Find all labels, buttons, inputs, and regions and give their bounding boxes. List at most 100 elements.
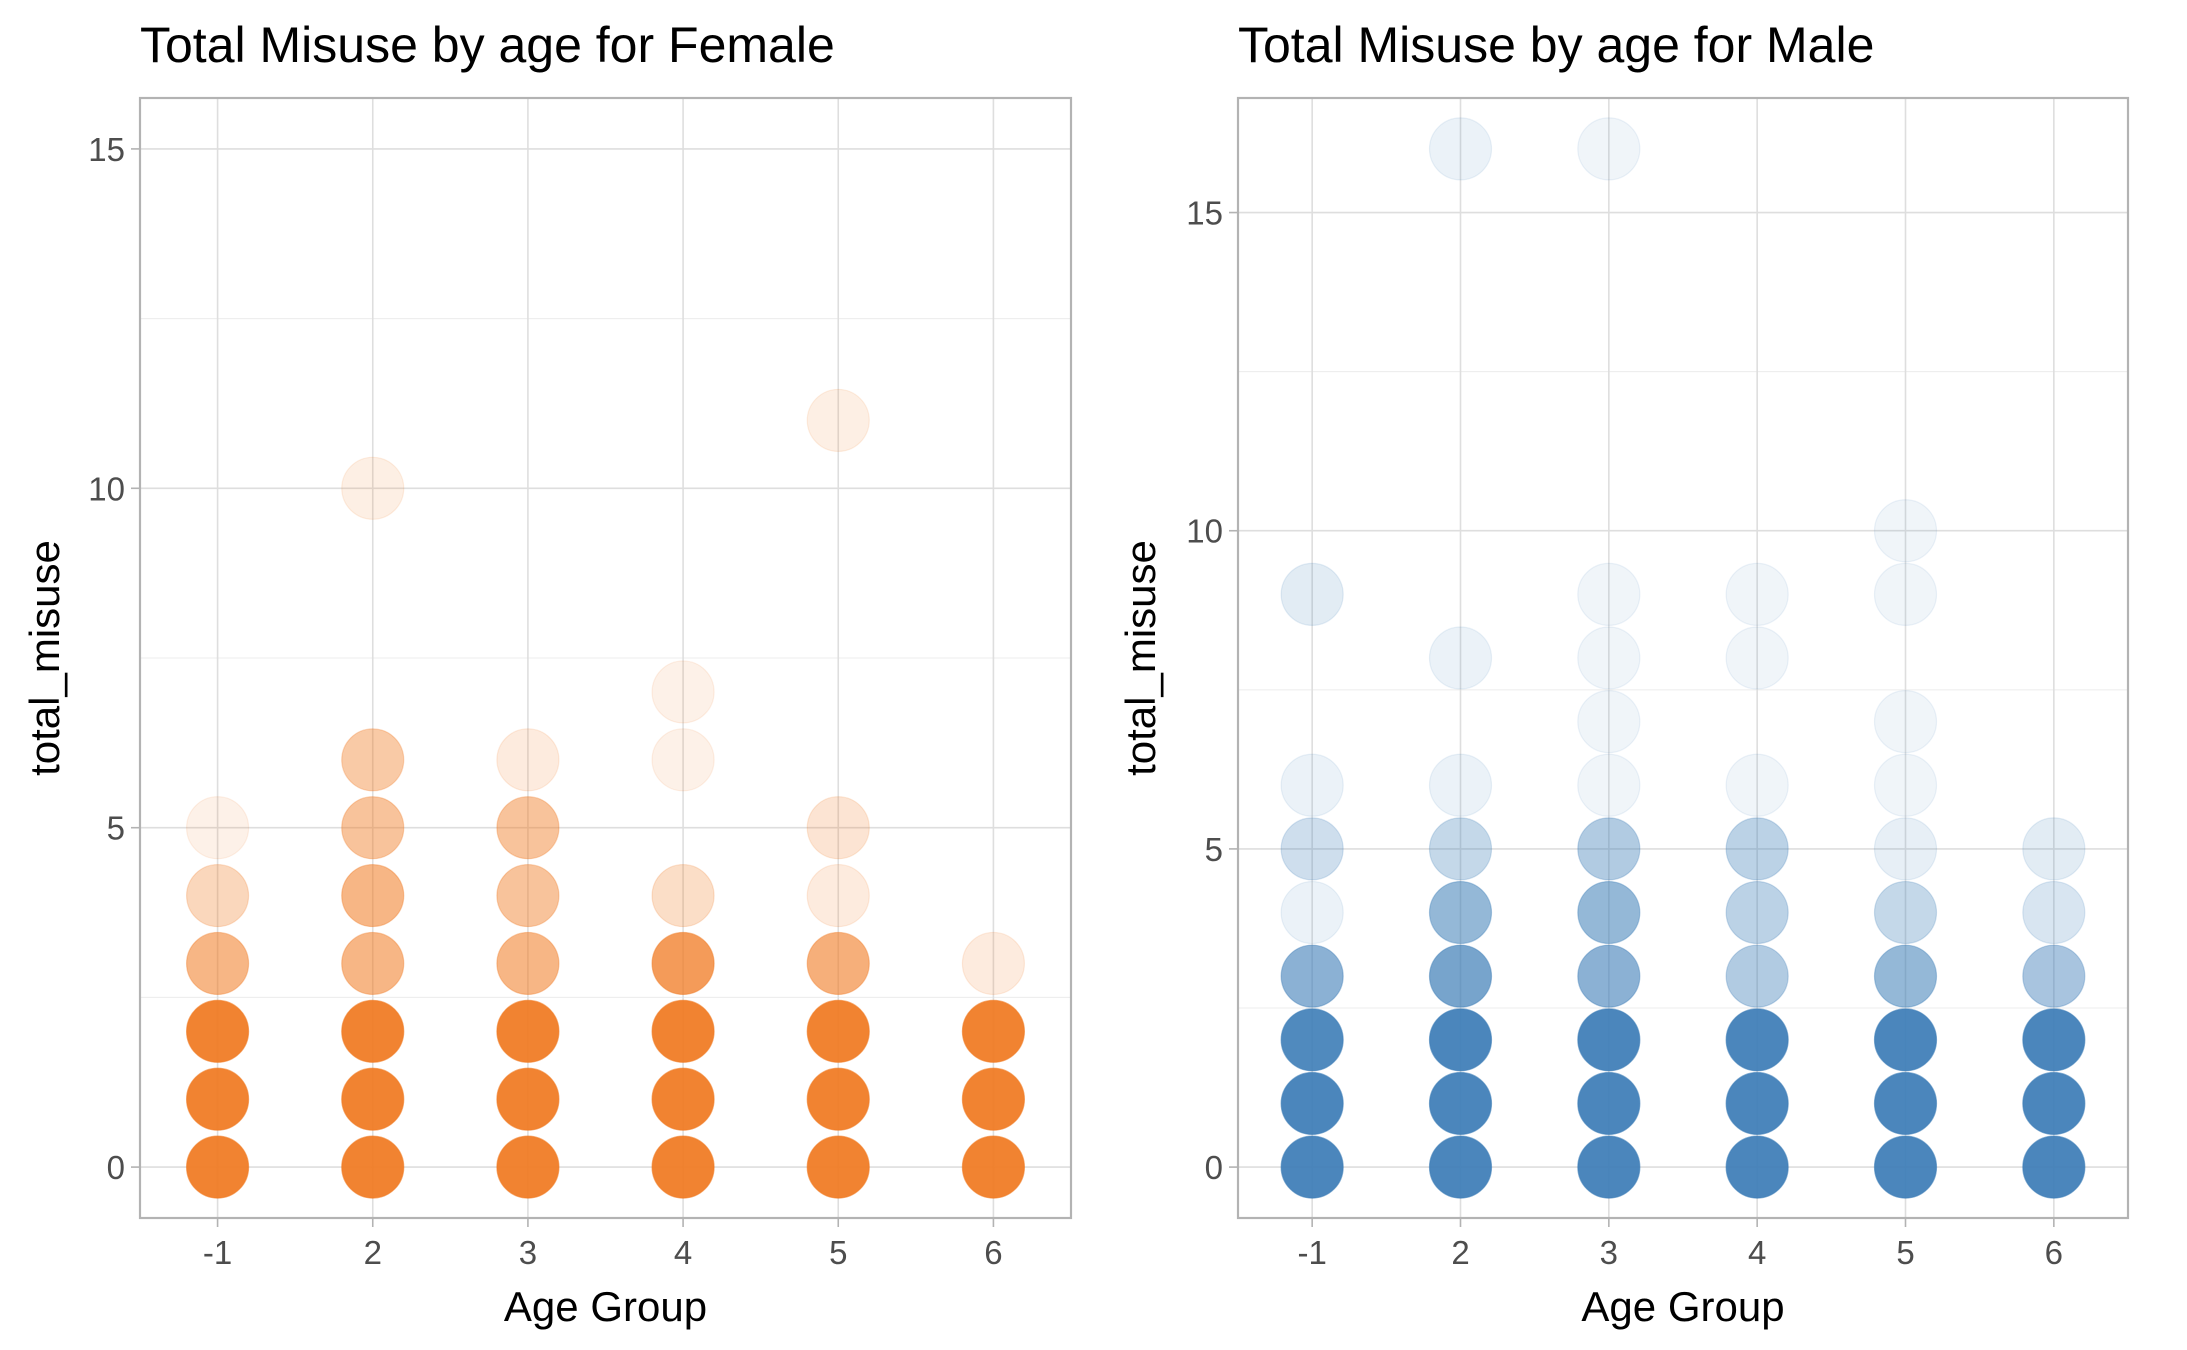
female-data-point <box>961 1067 1026 1131</box>
male-data-point <box>1725 1135 1789 1199</box>
female-data-point <box>651 660 715 724</box>
male-data-point <box>1577 1135 1641 1199</box>
male-data-point <box>1280 1135 1344 1199</box>
x-tick-label: 2 <box>1451 1234 1469 1271</box>
female-data-point <box>496 931 560 996</box>
y-tick-label: 10 <box>1186 513 1223 550</box>
y-tick-label: 5 <box>1205 831 1223 868</box>
male-data-point <box>1428 626 1493 690</box>
x-tick-label: -1 <box>203 1234 232 1271</box>
male-points <box>1280 117 2086 1199</box>
female-data-point <box>496 1135 560 1199</box>
male-data-point <box>1577 817 1641 881</box>
y-tick-label: 10 <box>88 470 125 507</box>
female-data-point <box>651 999 715 1063</box>
y-tick-label: 0 <box>107 1149 125 1186</box>
male-data-point <box>1873 1008 1938 1072</box>
female-data-point <box>341 1135 405 1199</box>
female-data-point <box>185 1067 250 1131</box>
male-gridlines <box>1238 98 2128 1218</box>
male-data-point <box>2022 944 2086 1008</box>
female-data-point <box>185 863 250 928</box>
male-data-point <box>1725 626 1789 690</box>
female-data-point <box>806 388 870 453</box>
male-data-point <box>1280 1008 1344 1072</box>
male-panel: Total Misuse by age for Male 0 5 10 15 -1 2 3 4… <box>1117 17 2130 1330</box>
female-data-point <box>496 999 560 1063</box>
female-data-point <box>341 999 405 1063</box>
male-data-point <box>2022 1008 2086 1072</box>
female-gridlines <box>140 98 1071 1218</box>
female-data-point <box>806 796 870 860</box>
male-data-point <box>1428 880 1493 945</box>
x-tick-label: 3 <box>1600 1234 1618 1271</box>
female-data-point <box>185 1135 250 1199</box>
female-data-point <box>496 796 560 860</box>
male-data-point <box>1873 1135 1938 1199</box>
male-data-point <box>1577 944 1641 1008</box>
female-data-point <box>496 863 560 928</box>
male-data-point <box>2022 1071 2086 1136</box>
female-data-point <box>961 931 1026 996</box>
male-data-point <box>1428 1071 1493 1136</box>
male-data-point <box>1873 817 1938 881</box>
female-data-point <box>806 1067 870 1131</box>
female-data-point <box>341 863 405 928</box>
male-chart-title: Total Misuse by age for Male <box>1238 17 1874 73</box>
male-data-point <box>1428 117 1493 181</box>
female-data-point <box>806 1135 870 1199</box>
female-data-point <box>341 931 405 996</box>
male-data-point <box>1280 944 1344 1008</box>
male-data-point <box>1428 1008 1493 1072</box>
y-tick-label: 15 <box>88 131 125 168</box>
male-data-point <box>1873 1071 1938 1136</box>
female-data-point <box>341 728 405 792</box>
male-data-point <box>1280 880 1344 945</box>
female-data-point <box>961 999 1026 1063</box>
x-tick-label: 3 <box>519 1234 537 1271</box>
female-data-point <box>806 999 870 1063</box>
x-tick-label: 2 <box>364 1234 382 1271</box>
male-data-point <box>1725 1008 1789 1072</box>
x-tick-label: 4 <box>674 1234 692 1271</box>
male-data-point <box>1577 880 1641 945</box>
male-data-point <box>1577 1071 1641 1136</box>
male-data-point <box>1725 880 1789 945</box>
male-panel-border <box>1236 96 2130 1220</box>
male-data-point <box>1873 944 1938 1008</box>
male-data-point <box>1725 753 1789 817</box>
male-data-point <box>1725 562 1789 626</box>
male-data-point <box>2022 817 2086 881</box>
x-tick-label: 6 <box>2045 1234 2063 1271</box>
male-data-point <box>1873 562 1938 626</box>
male-data-point <box>1725 944 1789 1008</box>
female-points <box>185 388 1026 1199</box>
female-panel: Total Misuse by age for Female 0 5 10 15 -1 2… <box>21 17 1073 1330</box>
x-tick-label: -1 <box>1297 1234 1326 1271</box>
female-data-point <box>185 796 250 860</box>
female-data-point <box>341 796 405 860</box>
female-data-point <box>341 1067 405 1131</box>
male-data-point <box>2022 1135 2086 1199</box>
y-tick-label: 15 <box>1186 195 1223 232</box>
female-ticks: 0 5 10 15 -1 2 3 4 5 6 <box>88 131 1002 1271</box>
male-data-point <box>2022 880 2086 945</box>
male-data-point <box>1428 817 1493 881</box>
y-tick-label: 0 <box>1205 1149 1223 1186</box>
male-data-point <box>1577 1008 1641 1072</box>
male-data-point <box>1577 626 1641 690</box>
male-x-axis-title: Age Group <box>1581 1283 1784 1330</box>
x-tick-label: 4 <box>1748 1234 1766 1271</box>
female-panel-border <box>138 96 1073 1220</box>
female-y-axis-title: total_misuse <box>21 540 68 776</box>
male-data-point <box>1280 1071 1344 1136</box>
x-tick-label: 6 <box>984 1234 1002 1271</box>
male-data-point <box>1577 117 1641 181</box>
female-data-point <box>651 863 715 928</box>
male-data-point <box>1873 690 1938 754</box>
male-data-point <box>1577 690 1641 754</box>
male-data-point <box>1428 1135 1493 1199</box>
female-data-point <box>806 863 870 928</box>
female-data-point <box>961 1135 1026 1199</box>
